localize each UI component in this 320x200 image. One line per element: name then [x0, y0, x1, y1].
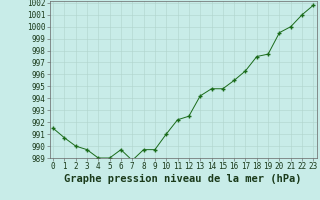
X-axis label: Graphe pression niveau de la mer (hPa): Graphe pression niveau de la mer (hPa) — [64, 174, 302, 184]
